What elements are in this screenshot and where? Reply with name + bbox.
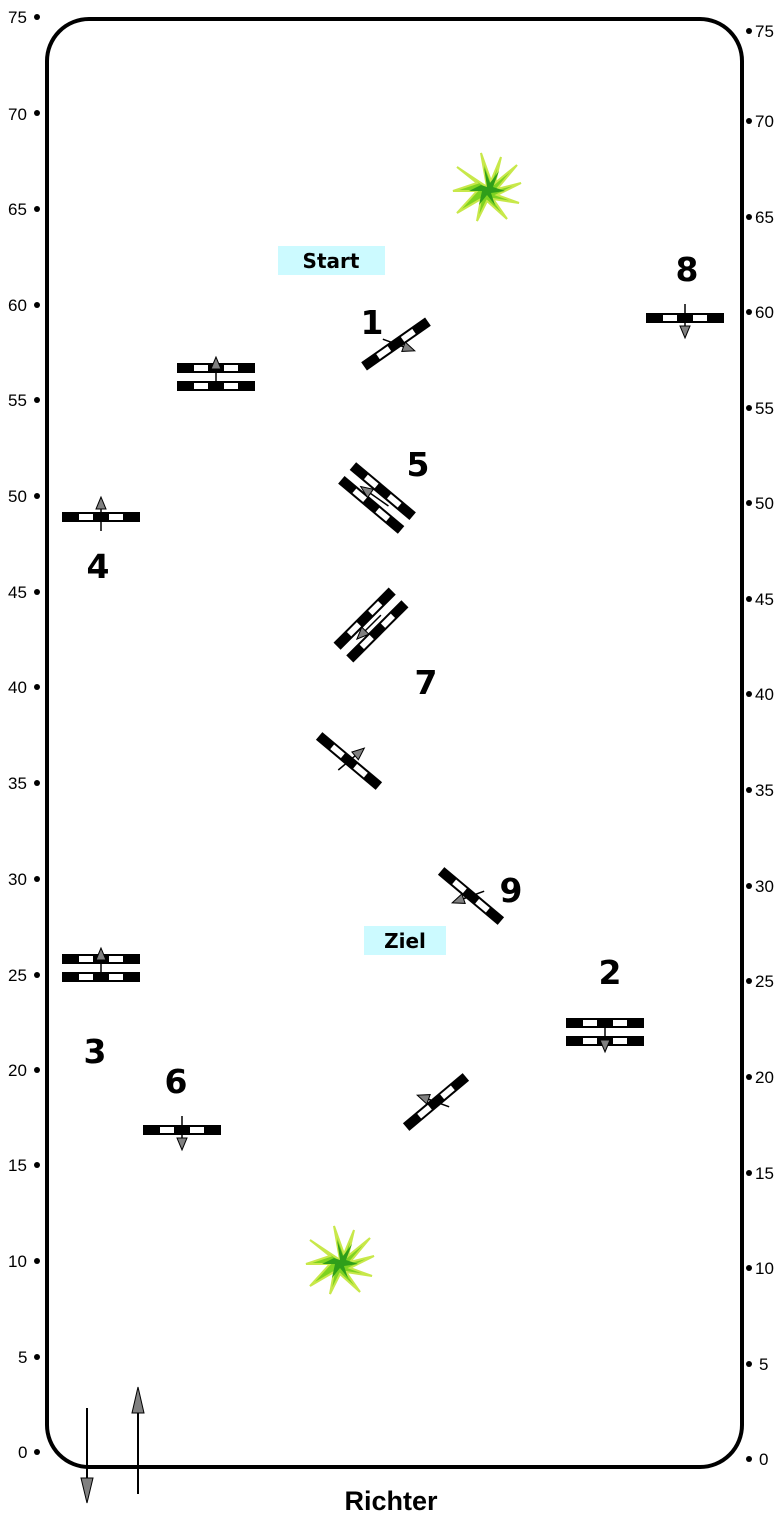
- scale-tick-right: 70: [755, 112, 774, 131]
- jump-number: 7: [415, 663, 438, 702]
- scale-tick-right: 50: [755, 494, 774, 513]
- scale-tick-left: 50: [8, 487, 27, 506]
- scale-tick-left: 25: [8, 966, 27, 985]
- arena-border: [45, 17, 744, 1469]
- scale-tick-right: 40: [755, 685, 774, 704]
- scale-tick-left: 60: [8, 296, 27, 315]
- scale-tick-right: 45: [755, 590, 774, 609]
- scale-tick-left: 10: [8, 1252, 27, 1271]
- jump-number: 4: [87, 547, 110, 586]
- scale-tick-right: 15: [755, 1164, 774, 1183]
- jump-number: 2: [599, 953, 622, 992]
- scale-tick-right: 5: [759, 1355, 768, 1374]
- scale-tick-left: 0: [18, 1443, 27, 1462]
- scale-tick-left: 70: [8, 105, 27, 124]
- jump-number: 3: [84, 1032, 107, 1071]
- jump-number: 5: [407, 445, 430, 484]
- scale-tick-right: 60: [755, 303, 774, 322]
- finish-label: Ziel: [384, 929, 426, 953]
- start-label: Start: [303, 249, 360, 273]
- scale-tick-right: 30: [755, 877, 774, 896]
- scale-tick-right: 0: [759, 1450, 768, 1469]
- scale-tick-left: 75: [8, 8, 27, 27]
- judge-label: Richter: [344, 1486, 438, 1516]
- scale-tick-right: 35: [755, 781, 774, 800]
- scale-tick-left: 65: [8, 200, 27, 219]
- scale-tick-right: 75: [755, 22, 774, 41]
- entry-arrow: [131, 1386, 145, 1494]
- scale-tick-left: 5: [18, 1348, 27, 1367]
- scale-tick-left: 15: [8, 1156, 27, 1175]
- jump-number: 1: [361, 303, 384, 342]
- scale-tick-left: 20: [8, 1061, 27, 1080]
- start-tag: Start: [278, 246, 385, 275]
- scale-tick-left: 30: [8, 870, 27, 889]
- scale-tick-right: 10: [755, 1259, 774, 1278]
- scale-tick-right: 55: [755, 399, 774, 418]
- left-scale: 75 70 65 60 55 50 45 40 35 30 25 20 15 1…: [8, 8, 40, 1462]
- right-scale: 75 70 65 60 55 50 45 40 35 30 25 20 15 1…: [746, 22, 774, 1469]
- scale-tick-left: 55: [8, 391, 27, 410]
- scale-tick-left: 35: [8, 774, 27, 793]
- scale-tick-right: 25: [755, 972, 774, 991]
- scale-tick-right: 20: [755, 1068, 774, 1087]
- jump-number: 6: [165, 1062, 188, 1101]
- jump-number: 8: [676, 250, 699, 289]
- scale-tick-left: 45: [8, 583, 27, 602]
- scale-tick-right: 65: [755, 208, 774, 227]
- jump-number: 9: [500, 871, 523, 910]
- scale-tick-left: 40: [8, 678, 27, 697]
- finish-tag: Ziel: [364, 926, 446, 955]
- exit-arrow: [80, 1408, 94, 1504]
